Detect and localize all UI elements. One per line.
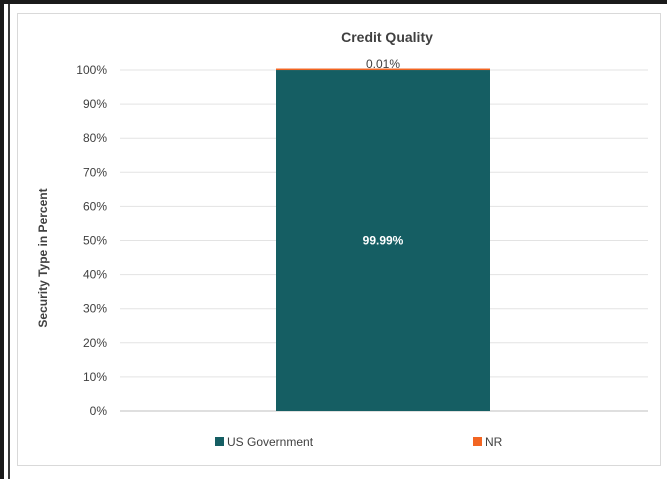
y-tick-label: 40% (83, 268, 107, 282)
chart-title: Credit Quality (341, 29, 433, 45)
y-tick-label: 20% (83, 336, 107, 350)
legend-label: NR (485, 435, 503, 449)
legend-label: US Government (227, 435, 314, 449)
y-tick-label: 70% (83, 165, 107, 179)
legend-swatch (215, 437, 224, 446)
bar-segment-us-government (276, 70, 490, 411)
y-tick-label: 0% (90, 404, 108, 418)
y-tick-label: 30% (83, 302, 107, 316)
y-tick-label: 80% (83, 131, 107, 145)
y-tick-label: 90% (83, 97, 107, 111)
y-tick-label: 10% (83, 370, 107, 384)
y-axis-label: Security Type in Percent (36, 188, 50, 327)
window-frame-left (0, 0, 4, 479)
y-tick-label: 50% (83, 234, 107, 248)
window-frame-top (0, 0, 667, 4)
data-label: 99.99% (363, 234, 404, 248)
legend-swatch (473, 437, 482, 446)
y-tick-label: 60% (83, 199, 107, 213)
bar-segment-nr (276, 68, 490, 71)
data-label: 0.01% (366, 57, 400, 71)
y-tick-label: 100% (76, 63, 107, 77)
window-frame-left-inner (8, 4, 10, 479)
